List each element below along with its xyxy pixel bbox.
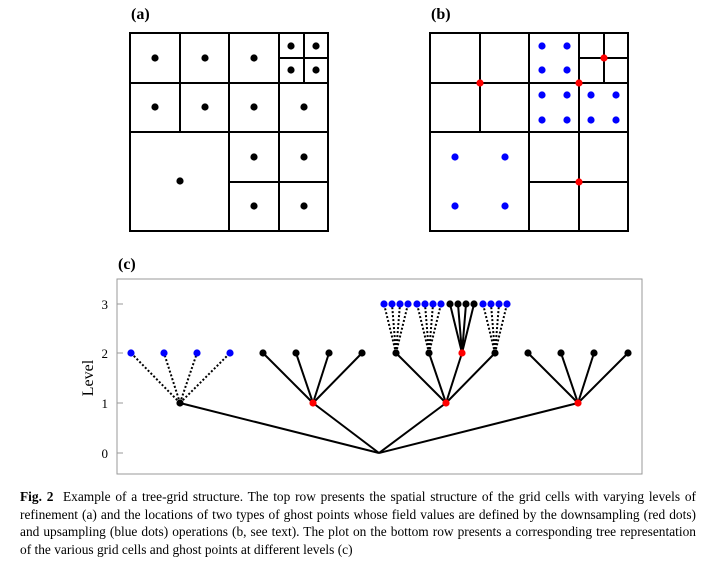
panel-label-b: (b) <box>431 6 451 23</box>
caption-label: Fig. 2 <box>20 489 54 504</box>
ytick-2: 2 <box>102 346 109 361</box>
caption-text: Example of a tree-grid structure. The to… <box>20 489 696 557</box>
figure-caption: Fig. 2 Example of a tree-grid structure.… <box>20 488 696 558</box>
panel-label-a: (a) <box>131 6 150 23</box>
panel-label-c: (c) <box>118 256 136 273</box>
y-axis-label: Level <box>80 359 97 396</box>
ytick-0: 0 <box>102 446 109 461</box>
ytick-3: 3 <box>102 297 109 312</box>
ytick-1: 1 <box>102 396 109 411</box>
